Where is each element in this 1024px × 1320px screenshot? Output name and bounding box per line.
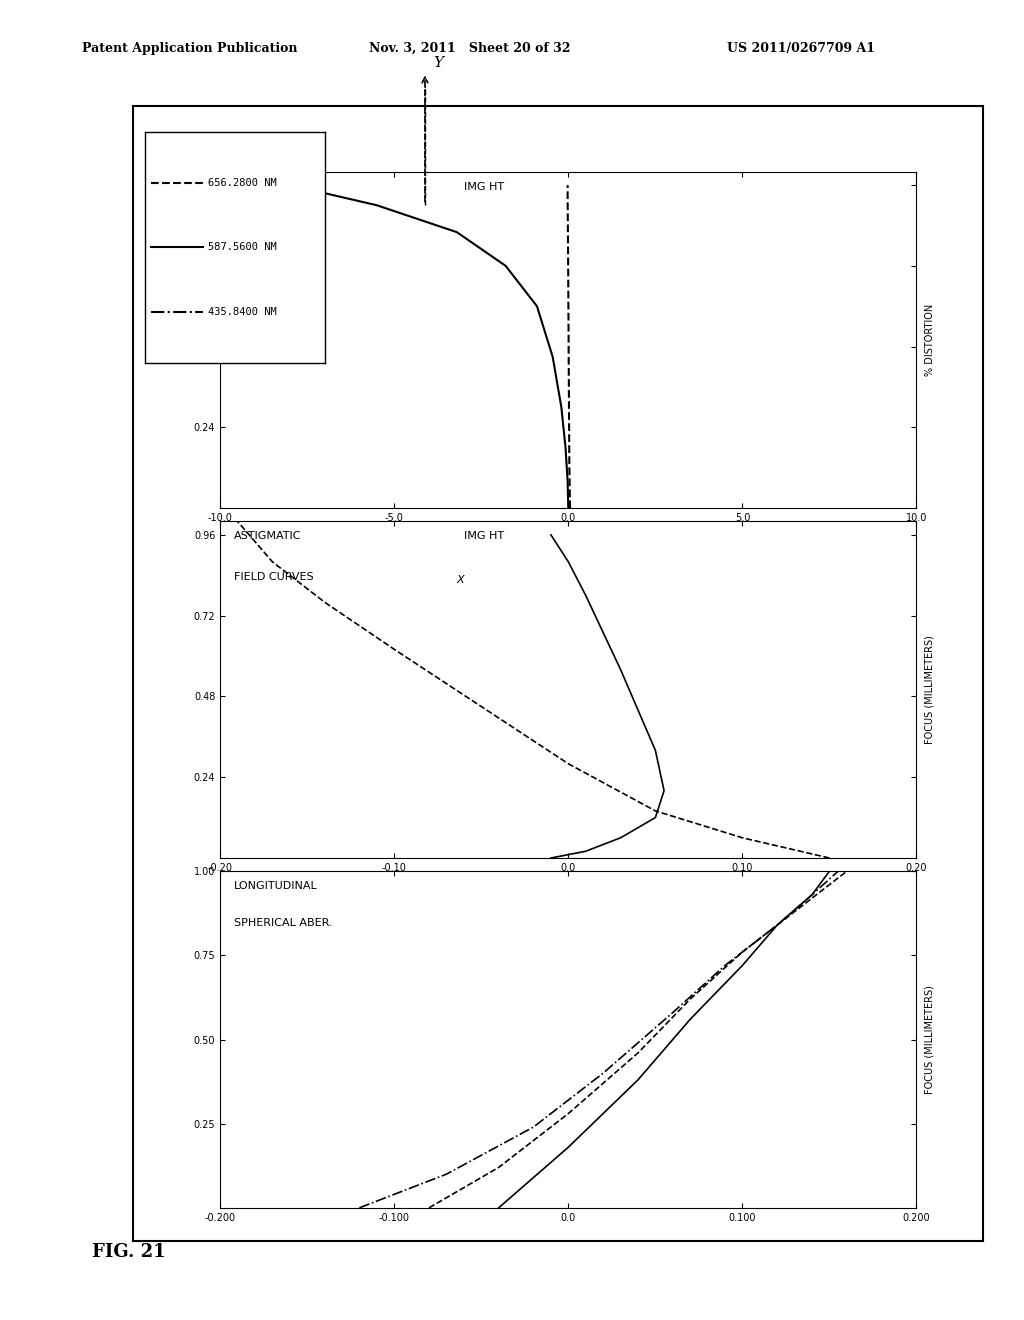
Text: FIELD CURVES: FIELD CURVES	[234, 572, 313, 582]
Text: Nov. 3, 2011   Sheet 20 of 32: Nov. 3, 2011 Sheet 20 of 32	[369, 42, 570, 55]
Text: FOCUS (MILLIMETERS): FOCUS (MILLIMETERS)	[925, 635, 935, 744]
Text: Y: Y	[433, 55, 443, 70]
Text: FOCUS (MILLIMETERS): FOCUS (MILLIMETERS)	[925, 985, 935, 1094]
Text: ASTIGMATIC: ASTIGMATIC	[234, 532, 302, 541]
Text: US 2011/0267709 A1: US 2011/0267709 A1	[727, 42, 876, 55]
Text: 656.2800 NM: 656.2800 NM	[208, 178, 276, 187]
Text: 587.5600 NM: 587.5600 NM	[208, 243, 276, 252]
Text: DISTORTION: DISTORTION	[234, 182, 302, 191]
Text: Patent Application Publication: Patent Application Publication	[82, 42, 297, 55]
Text: IMG HT: IMG HT	[464, 532, 504, 541]
Text: LONGITUDINAL: LONGITUDINAL	[234, 882, 317, 891]
Text: 435.8400 NM: 435.8400 NM	[208, 308, 276, 317]
Text: FIG. 21: FIG. 21	[92, 1242, 166, 1261]
Text: % DISTORTION: % DISTORTION	[925, 304, 935, 376]
Text: IMG HT: IMG HT	[464, 182, 504, 191]
Text: X: X	[457, 576, 465, 585]
Text: SPHERICAL ABER.: SPHERICAL ABER.	[234, 919, 333, 928]
